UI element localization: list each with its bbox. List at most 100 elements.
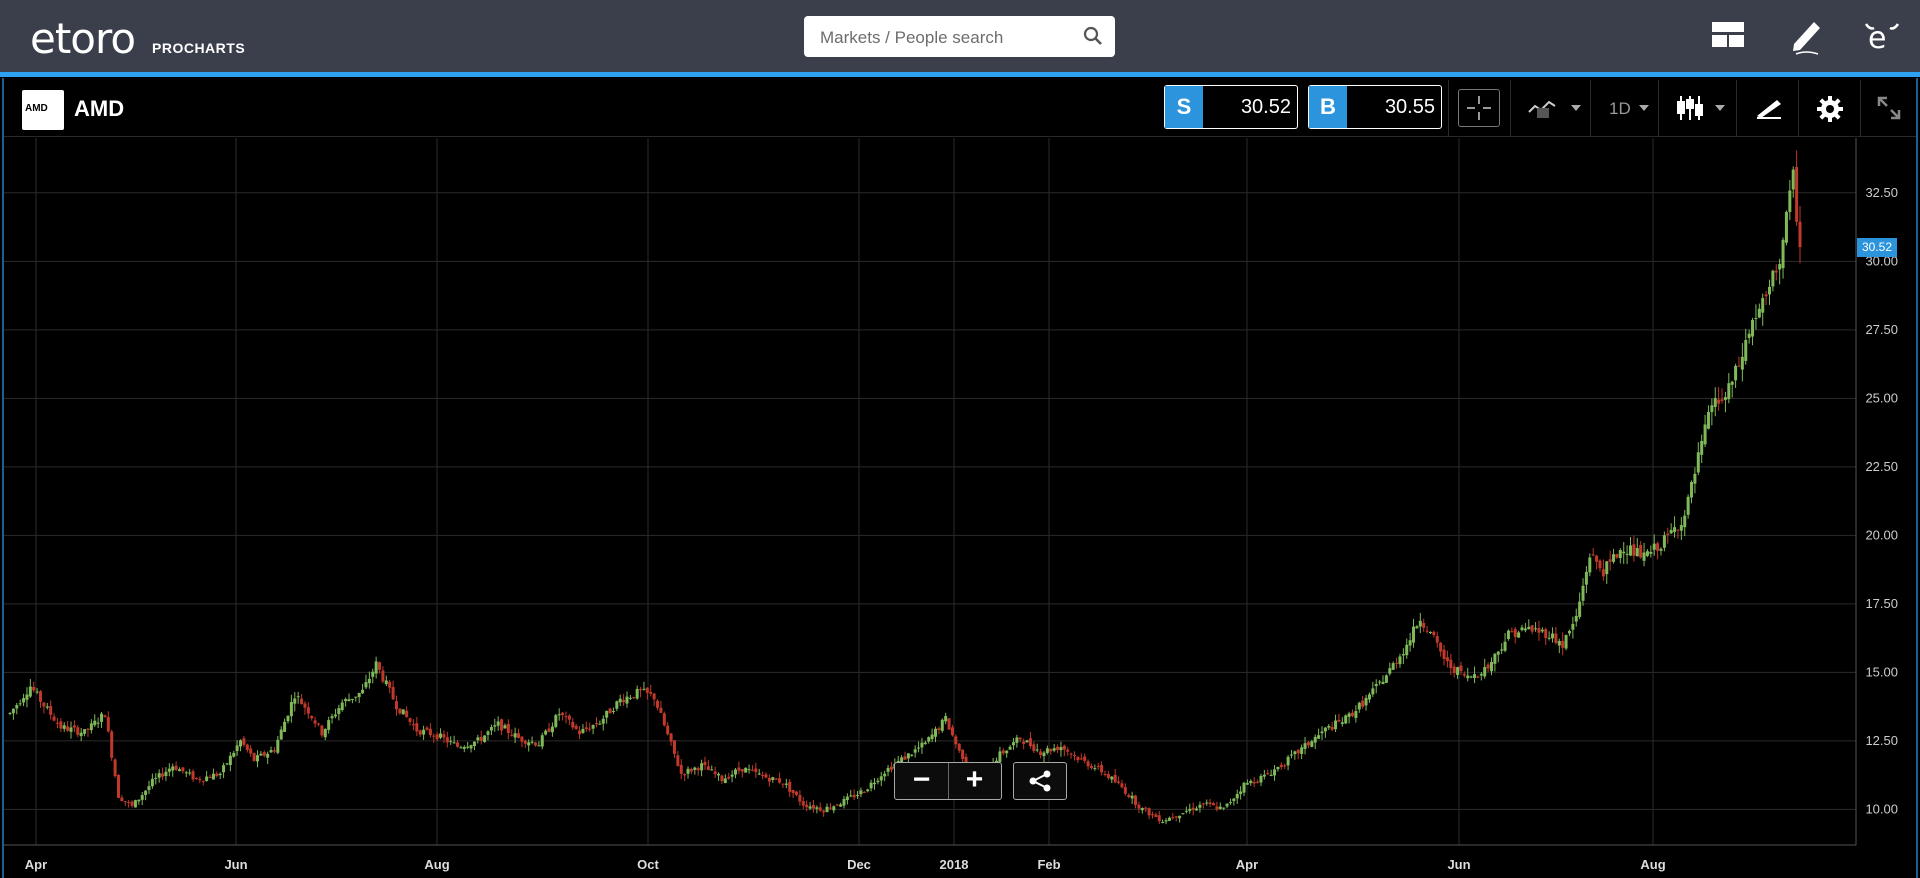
price-tick-label: 25.00 — [1865, 390, 1898, 405]
candle-body — [669, 733, 673, 742]
candle-body — [1106, 774, 1110, 779]
candle-body — [1083, 756, 1087, 761]
candle-body — [622, 699, 626, 703]
candle-body — [1059, 747, 1063, 751]
candle-body — [1489, 662, 1493, 672]
candle-body — [1310, 741, 1314, 747]
candle-body — [1293, 751, 1297, 755]
indicators-dropdown[interactable] — [1510, 80, 1591, 136]
candle-body — [683, 774, 687, 776]
candle-body — [1005, 750, 1009, 754]
candle-body — [872, 782, 876, 785]
candle-body — [354, 696, 358, 698]
candle-body — [1564, 635, 1568, 649]
candle-body — [828, 807, 832, 809]
share-button[interactable] — [1013, 762, 1067, 800]
search-icon[interactable] — [1083, 26, 1103, 46]
candle-body — [1154, 814, 1158, 817]
candle-body — [1683, 515, 1687, 528]
candle-body — [1693, 473, 1697, 484]
logo-subtitle: PROCHARTS — [152, 40, 246, 56]
buy-button[interactable]: B 30.55 — [1308, 85, 1442, 129]
candle-body — [144, 790, 148, 795]
candle-body — [642, 688, 646, 690]
zoom-in-button[interactable]: + — [965, 763, 984, 796]
candle-body — [8, 712, 12, 714]
candle-body — [628, 697, 632, 699]
candle-body — [1334, 720, 1338, 730]
edit-icon[interactable] — [1784, 14, 1828, 58]
candle-body — [791, 789, 795, 794]
candle-body — [1740, 356, 1744, 370]
candle-body — [1435, 636, 1439, 643]
candlestick-icon — [1677, 96, 1703, 120]
candle-body — [957, 743, 961, 751]
candle-body — [523, 740, 527, 744]
crosshair-button[interactable] — [1448, 80, 1511, 136]
candle-body — [1079, 758, 1083, 760]
crosshair-icon — [1467, 96, 1491, 120]
candle-body — [710, 769, 714, 771]
price-tick-label: 27.50 — [1865, 322, 1898, 337]
search-input[interactable]: Markets / People search — [820, 28, 1004, 47]
candle-body — [1028, 738, 1032, 747]
candle-body — [1184, 810, 1188, 812]
candle-body — [778, 778, 782, 783]
svg-text:e: e — [1868, 21, 1886, 56]
candle-body — [161, 773, 165, 777]
candle-body — [1086, 761, 1090, 767]
candle-body — [584, 727, 588, 729]
timeframe-dropdown[interactable]: 1D — [1590, 80, 1659, 136]
candle-body — [1367, 694, 1371, 700]
candle-body — [1320, 731, 1324, 734]
drawing-tools-button[interactable] — [1736, 80, 1799, 136]
candle-body — [49, 705, 53, 715]
candle-body — [388, 681, 392, 688]
candle-body — [198, 778, 202, 781]
candle-body — [242, 738, 246, 745]
zoom-out-button[interactable]: − — [895, 763, 949, 799]
candle-body — [222, 765, 226, 773]
candle-body — [1001, 750, 1005, 754]
candle-body — [998, 751, 1002, 763]
candle-body — [32, 686, 36, 691]
search-box[interactable]: Markets / People search — [804, 16, 1115, 57]
candle-body — [1567, 630, 1571, 634]
candle-body — [1354, 711, 1358, 718]
candle-body — [581, 728, 585, 733]
candle-body — [550, 726, 554, 733]
candle-body — [1452, 666, 1456, 674]
candle-body — [1256, 781, 1260, 783]
candle-body — [679, 764, 683, 774]
share-icon — [1029, 770, 1051, 792]
sell-button[interactable]: S 30.52 — [1164, 85, 1298, 129]
etoro-icon[interactable]: e — [1860, 14, 1904, 58]
settings-button[interactable] — [1798, 80, 1861, 136]
candle-body — [1595, 555, 1599, 562]
candle-body — [1605, 561, 1609, 575]
candle-body — [479, 736, 483, 741]
candle-body — [1228, 802, 1232, 804]
candle-body — [89, 723, 93, 731]
candle-body — [1032, 744, 1036, 751]
candle-body — [1422, 622, 1426, 628]
candle-body — [1073, 754, 1077, 756]
candle-body — [1418, 620, 1422, 627]
candle-body — [869, 782, 873, 789]
candle-body — [1527, 626, 1531, 630]
candle-body — [1093, 768, 1097, 770]
fullscreen-button[interactable] — [1860, 80, 1917, 136]
chart-type-dropdown[interactable] — [1658, 80, 1737, 136]
candle-body — [435, 734, 439, 740]
candle-body — [1066, 749, 1070, 752]
candle-body — [1412, 626, 1416, 643]
candle-body — [300, 698, 304, 705]
layout-icon[interactable] — [1706, 14, 1750, 58]
candle-body — [1286, 756, 1290, 766]
candle-body — [137, 799, 141, 802]
candle-body — [1751, 319, 1755, 337]
candle-body — [157, 773, 161, 778]
candle-body — [1581, 585, 1585, 601]
candle-body — [571, 721, 575, 728]
